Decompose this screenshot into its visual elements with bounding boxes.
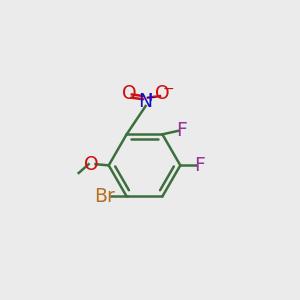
Text: N: N (139, 92, 153, 111)
Text: Br: Br (94, 187, 115, 206)
Text: F: F (177, 122, 188, 140)
Text: F: F (194, 156, 206, 175)
Text: O: O (84, 155, 99, 174)
Text: O: O (155, 84, 169, 103)
Text: +: + (146, 91, 156, 104)
Text: O: O (122, 84, 136, 103)
Text: −: − (162, 82, 174, 96)
